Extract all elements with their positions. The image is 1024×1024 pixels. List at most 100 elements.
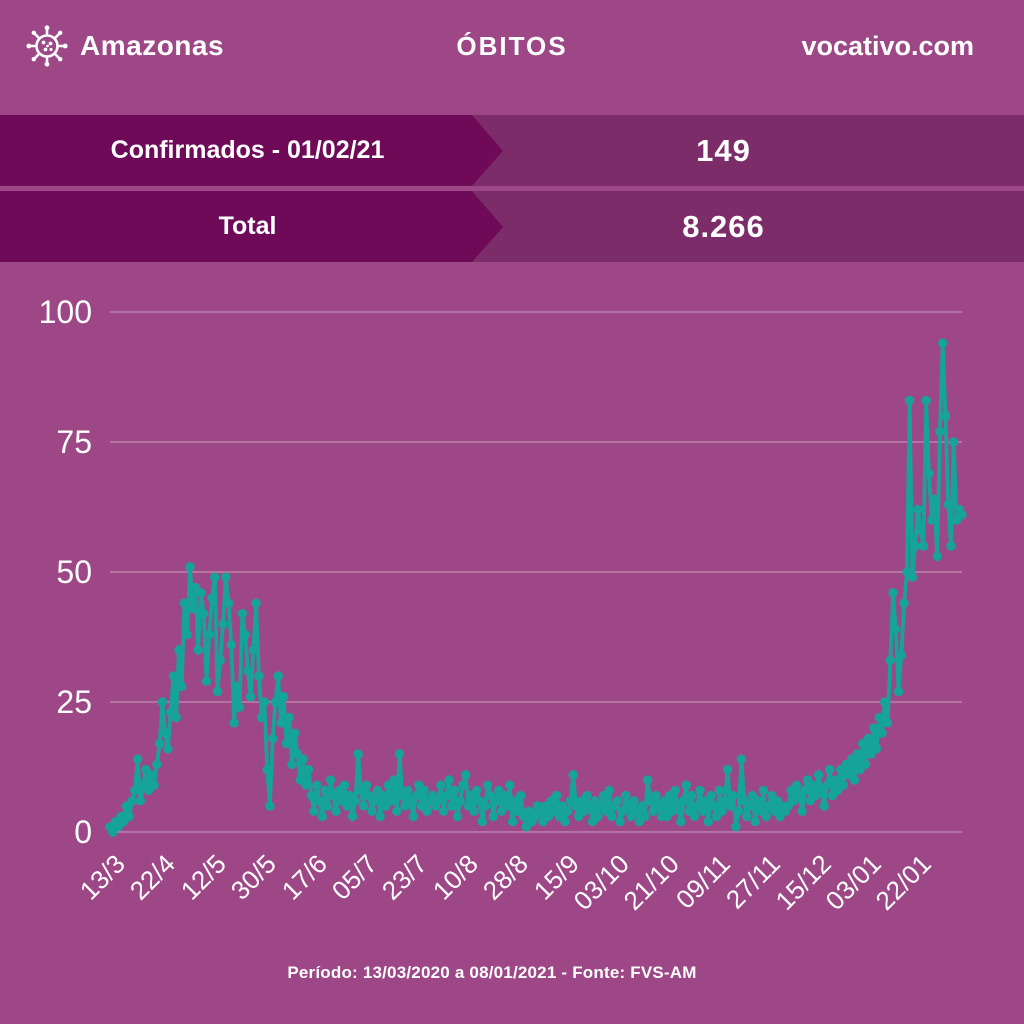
total-value: 8.266	[682, 208, 765, 244]
data-point-marker	[168, 671, 179, 681]
data-point-marker	[472, 785, 482, 796]
deaths-line-series	[108, 341, 964, 834]
data-point-marker	[287, 759, 297, 770]
data-point-marker	[874, 712, 884, 723]
data-point-marker	[913, 504, 923, 515]
data-point-marker	[157, 697, 168, 707]
data-point-marker	[910, 541, 920, 551]
y-tick-label: 25	[56, 684, 92, 720]
data-point-marker	[830, 775, 840, 785]
data-point-marker	[314, 796, 325, 806]
data-point-marker	[918, 541, 929, 551]
data-point-marker	[306, 790, 316, 801]
data-point-marker	[452, 811, 463, 822]
data-point-marker	[386, 796, 396, 806]
data-point-marker	[568, 770, 578, 780]
data-point-marker	[560, 816, 570, 827]
data-point-marker	[813, 770, 824, 780]
data-point-marker	[499, 790, 509, 801]
data-point-marker	[422, 806, 432, 816]
data-point-marker	[888, 588, 898, 598]
y-tick-label: 50	[56, 554, 92, 590]
data-point-marker	[703, 816, 713, 827]
data-point-marker	[350, 796, 361, 806]
total-arrow-banner	[0, 191, 503, 262]
data-point-marker	[722, 764, 733, 775]
stat-row-total: Total 8.266	[0, 191, 1024, 262]
data-point-marker	[436, 780, 446, 790]
data-point-marker	[676, 816, 686, 827]
data-point-marker	[943, 499, 953, 510]
data-point-marker	[604, 785, 614, 796]
data-point-marker	[149, 780, 159, 790]
data-point-marker	[651, 790, 661, 801]
data-point-marker	[276, 718, 286, 728]
data-point-marker	[248, 645, 259, 655]
data-point-marker	[403, 785, 413, 796]
data-point-marker	[593, 811, 603, 822]
data-point-marker	[643, 775, 653, 785]
data-point-marker	[309, 806, 319, 816]
data-point-marker	[891, 624, 901, 634]
data-point-marker	[281, 738, 292, 749]
data-point-marker	[185, 562, 195, 572]
data-point-marker	[411, 790, 421, 801]
data-point-marker	[800, 785, 810, 796]
data-point-marker	[441, 790, 452, 801]
data-point-marker	[135, 796, 145, 806]
data-point-marker	[869, 723, 879, 733]
data-point-marker	[505, 780, 515, 790]
data-point-marker	[218, 619, 228, 629]
data-point-marker	[342, 801, 352, 811]
data-point-marker	[177, 681, 187, 692]
data-point-marker	[927, 515, 937, 525]
data-point-marker	[924, 468, 934, 478]
data-point-marker	[882, 718, 893, 728]
data-point-marker	[215, 655, 225, 666]
data-point-marker	[171, 712, 181, 723]
data-point-marker	[949, 437, 959, 447]
data-point-marker	[174, 645, 184, 655]
data-point-marker	[753, 796, 763, 806]
data-point-marker	[483, 780, 493, 790]
total-label: Total	[218, 212, 277, 240]
data-point-marker	[367, 806, 377, 816]
data-point-marker	[629, 796, 639, 806]
data-point-marker	[507, 816, 518, 827]
data-point-marker	[552, 790, 562, 801]
data-point-marker	[849, 775, 860, 785]
stat-row-confirmed: Confirmados - 01/02/21 149	[0, 115, 1024, 186]
data-point-marker	[725, 801, 736, 811]
data-point-marker	[408, 811, 418, 822]
data-point-marker	[935, 426, 945, 437]
data-point-marker	[758, 785, 769, 796]
data-point-marker	[188, 603, 198, 614]
data-point-marker	[317, 811, 327, 822]
data-point-marker	[196, 588, 206, 598]
data-point-marker	[447, 801, 457, 811]
data-point-marker	[670, 785, 680, 796]
data-point-marker	[698, 806, 708, 816]
data-point-marker	[339, 780, 350, 790]
data-point-marker	[745, 801, 755, 811]
data-point-marker	[893, 686, 904, 697]
data-point-marker	[734, 806, 744, 816]
data-point-marker	[160, 728, 170, 738]
data-point-marker	[320, 785, 330, 796]
data-point-marker	[262, 764, 272, 775]
data-point-marker	[210, 572, 220, 582]
data-point-marker	[582, 790, 592, 801]
header: Amazonas ÓBITOS vocativo.com	[0, 0, 1024, 92]
data-point-marker	[265, 801, 275, 811]
confirmed-value: 149	[696, 132, 751, 168]
data-point-marker	[516, 790, 526, 801]
data-point-marker	[257, 712, 267, 723]
data-point-marker	[378, 790, 388, 801]
data-point-marker	[896, 650, 906, 660]
data-point-marker	[860, 759, 871, 770]
data-point-marker	[607, 811, 617, 822]
data-point-marker	[268, 733, 278, 744]
data-point-marker	[229, 718, 239, 728]
data-point-marker	[392, 806, 402, 816]
data-point-marker	[940, 411, 951, 421]
